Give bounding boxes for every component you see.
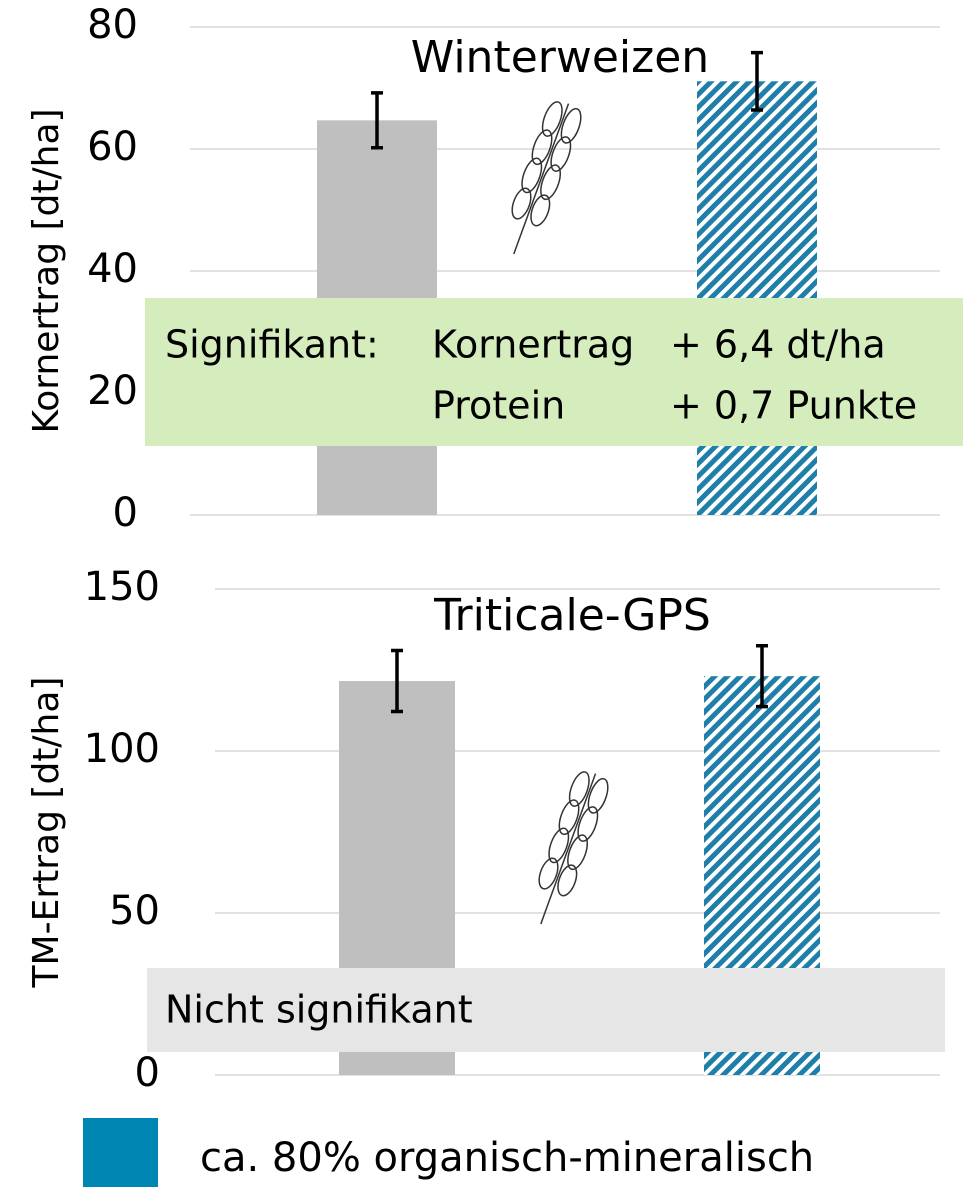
annotation-value: + 6,4 dt/ha xyxy=(670,323,886,367)
annotation-box xyxy=(145,298,963,446)
chart-title: Triticale-GPS xyxy=(433,590,711,641)
error-bar xyxy=(756,643,768,709)
wheat-icon xyxy=(511,101,582,255)
y-tick-label: 100 xyxy=(84,726,160,772)
legend-label: ca. 80% organisch-mineralisch xyxy=(200,1135,814,1181)
legend-swatch xyxy=(83,1118,158,1188)
wheat-icon xyxy=(538,771,609,925)
y-tick-label: 80 xyxy=(87,2,138,48)
annotation-value: + 0,7 Punkte xyxy=(670,384,917,428)
annotation-label: Signifikant: xyxy=(165,323,379,367)
chart-title: Winterweizen xyxy=(411,32,709,83)
y-tick-label: 150 xyxy=(84,564,160,610)
y-tick-label: 50 xyxy=(109,888,160,934)
y-axis-title: Kornertrag [dt/ha] xyxy=(26,108,67,433)
annotation-box xyxy=(147,968,945,1052)
y-tick-label: 0 xyxy=(113,490,138,536)
error-bar xyxy=(371,91,383,150)
annotation-item: Kornertrag xyxy=(432,323,634,367)
error-bar xyxy=(391,648,403,714)
error-bar xyxy=(751,50,763,112)
y-tick-label: 0 xyxy=(135,1050,160,1096)
annotation-item: Protein xyxy=(432,384,565,428)
y-axis-title: TM-Ertrag [dt/ha] xyxy=(26,677,67,989)
wheat-icons xyxy=(511,101,609,925)
annotation-label: Nicht signifikant xyxy=(165,988,473,1032)
y-tick-label: 60 xyxy=(87,124,138,170)
y-tick-label: 20 xyxy=(87,368,138,414)
y-tick-label: 40 xyxy=(87,246,138,292)
